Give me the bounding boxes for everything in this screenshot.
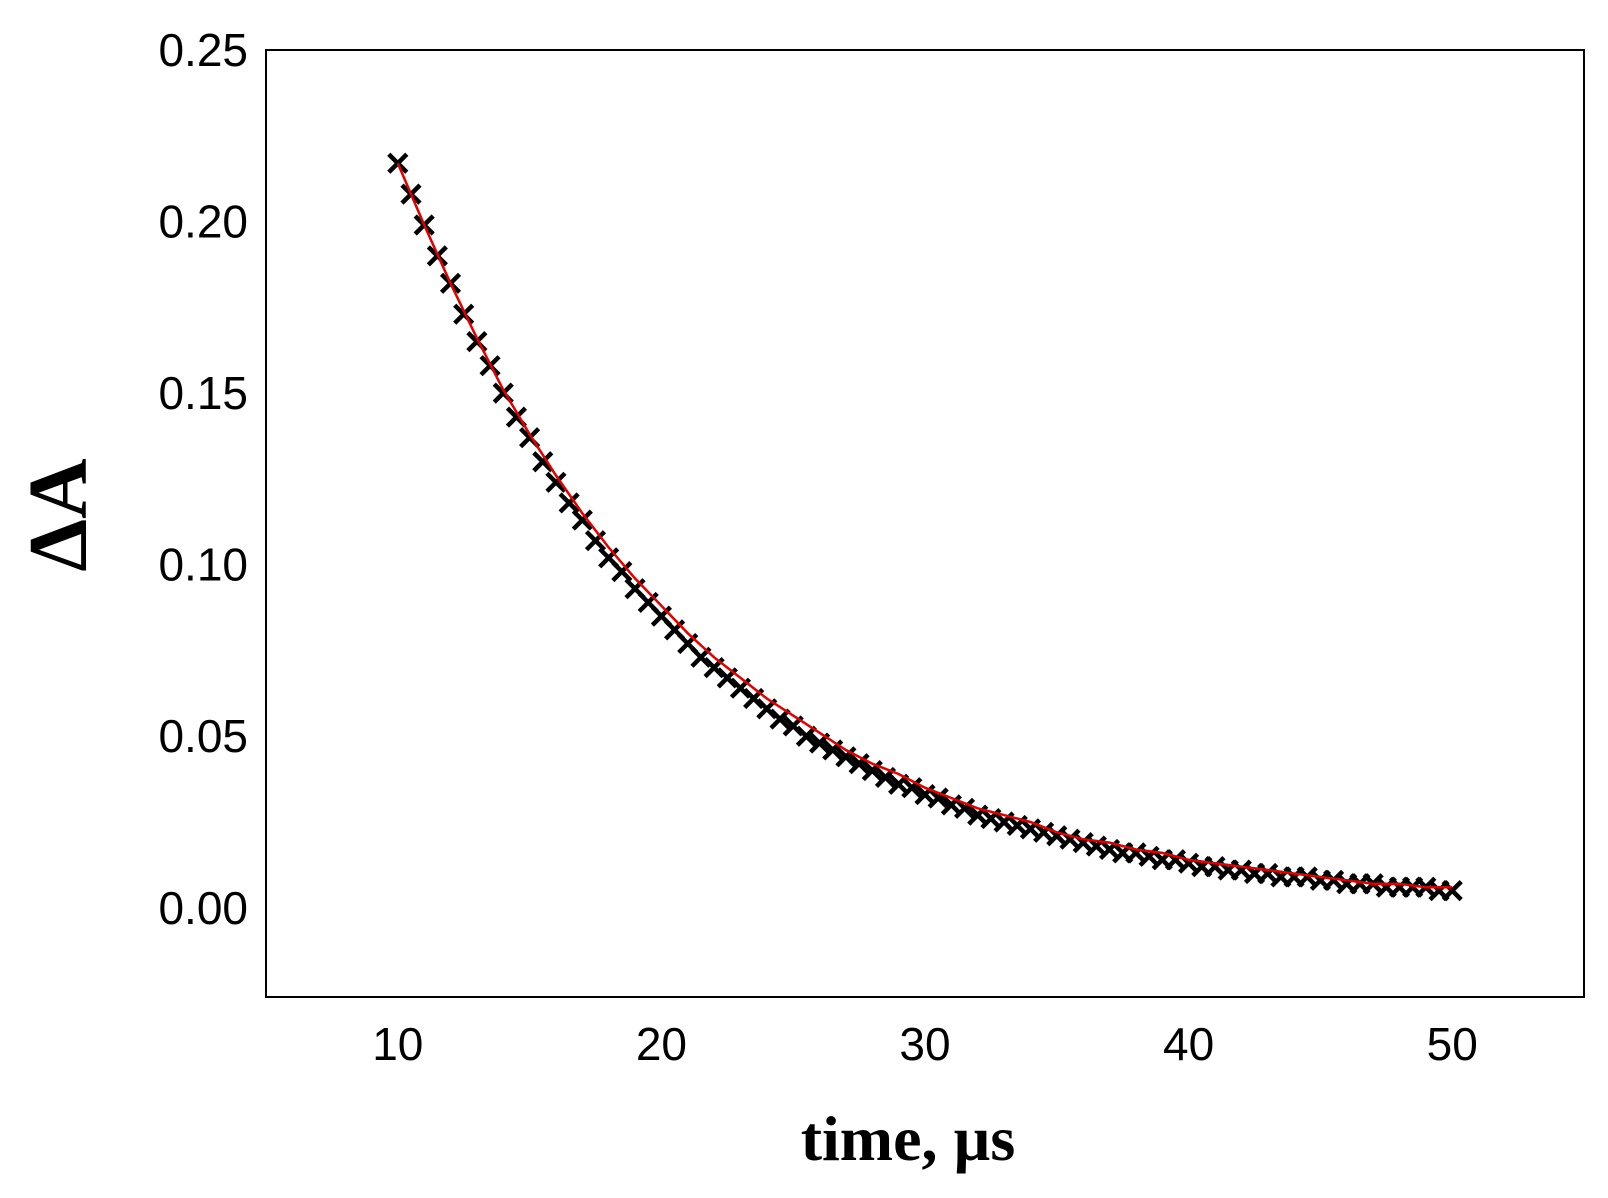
x-tick-label: 10 [372,1018,423,1070]
y-tick-label: 0.15 [158,367,248,419]
data-point [584,530,607,552]
data-point [453,303,475,325]
x-axis-title: time, µs [801,1103,1016,1174]
y-tick-label: 0.20 [158,196,248,248]
data-point [848,753,870,775]
y-tick-label: 0.10 [158,539,248,591]
data-point [532,451,554,473]
y-axis-title: ΔA [12,458,105,572]
x-tick-label: 50 [1427,1018,1478,1070]
data-point [795,725,817,747]
y-tick-label: 0.25 [158,24,248,76]
data-point [861,759,883,782]
data-point [901,777,923,799]
fit-line [396,162,1453,889]
data-point [545,471,567,493]
fit-line-layer [396,162,1453,889]
data-point [927,787,949,809]
data-point [835,746,857,768]
x-tick-label: 20 [636,1018,687,1070]
x-tick-labels: 10 20 30 40 50 [372,1018,1478,1070]
data-point [611,560,633,583]
data-point [1441,880,1463,902]
x-tick-label: 30 [899,1018,950,1070]
data-point [571,509,593,531]
y-tick-label: 0.05 [158,710,248,762]
data-point [953,797,976,819]
x-tick-label: 40 [1163,1018,1214,1070]
data-point [558,492,580,514]
y-tick-label: 0.00 [158,882,248,934]
data-point [769,708,791,730]
y-tick-labels: 0.00 0.05 0.10 0.15 0.20 0.25 [158,24,248,934]
plot-frame [265,49,1585,998]
